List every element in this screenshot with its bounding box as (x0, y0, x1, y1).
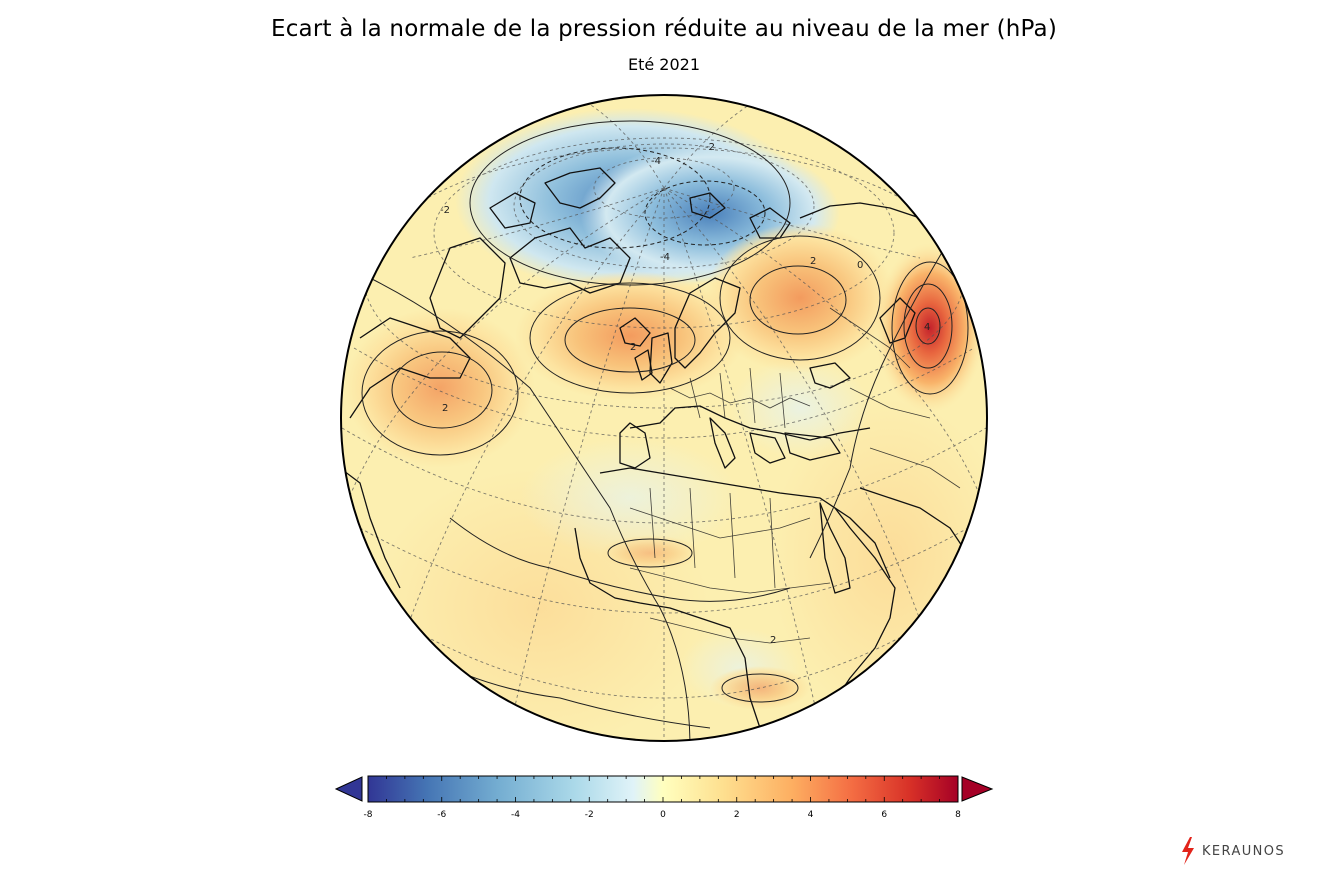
isoline-sahara (607, 538, 693, 568)
colorbar-tick-label: 8 (955, 810, 961, 820)
colorbar-tick-label: -6 (437, 810, 446, 820)
africa-west-coast (574, 527, 761, 729)
keraunos-logo: KERAUNOS (1180, 836, 1285, 866)
graticule (341, 97, 987, 741)
colorbar-tick-label: 6 (881, 810, 887, 820)
isoline-plus-4-asia (903, 283, 953, 369)
europe-south-coast (629, 405, 871, 441)
colorbar-tick-label: 4 (808, 810, 814, 820)
anomaly-globe-map: -4 -2 -4 -2 2 2 2 0 4 2 (340, 94, 988, 742)
black-sea-coast (809, 362, 851, 389)
colorbar-tick-label: -4 (511, 810, 520, 820)
great-britain-coast (649, 332, 673, 384)
isoline-minus-2 (469, 120, 791, 286)
colorbar-tick-label: 2 (734, 810, 740, 820)
contour-label: -4 (651, 156, 661, 167)
contour-label: 0 (857, 260, 863, 271)
isoline-minus-4-west (519, 147, 711, 249)
isoline-zero-asia (809, 207, 971, 559)
contour-label: 2 (770, 635, 776, 646)
globe-outline (340, 94, 988, 742)
map-title: Ecart à la normale de la pression réduit… (270, 16, 1058, 42)
isoline-southern-africa (721, 673, 799, 703)
contour-label: 2 (442, 403, 448, 414)
north-america-east-coast (349, 317, 471, 419)
colorbar: -8 -6 -4 -2 0 2 4 6 8 (334, 775, 994, 820)
contour-label: 2 (810, 256, 816, 267)
isoline-plus-1-west-atlantic (361, 330, 519, 456)
contour-labels: -4 -2 -4 -2 2 2 2 0 4 2 (440, 142, 930, 646)
novaya-zemlya-coast (749, 207, 791, 239)
contour-label: -4 (660, 252, 670, 263)
contour-label: -2 (705, 142, 715, 153)
map-subtitle: Eté 2021 (627, 55, 701, 74)
labrador-coast (429, 237, 506, 339)
isoline-plus-6-asia (915, 307, 941, 345)
scandinavia-coast (674, 277, 741, 369)
positive-anomaly-north-atlantic (515, 271, 745, 401)
red-sea-coast (819, 502, 851, 594)
north-america-south-coast (341, 467, 401, 589)
colorbar-tick-label: -8 (364, 810, 373, 820)
brand-name: KERAUNOS (1202, 843, 1286, 859)
baffin-coast (489, 192, 536, 229)
iberia-coast (619, 422, 651, 469)
isoline-zero-atlantic (369, 277, 691, 741)
isoline-plus-1-subtropics (449, 517, 791, 602)
colorbar-ticks (367, 776, 959, 802)
colorbar-tick-label: -2 (585, 810, 594, 820)
isoline-plus-2-asia (891, 261, 969, 395)
ireland-coast (634, 349, 653, 381)
lightning-bolt-icon (1182, 837, 1194, 865)
isoline-plus-1-atlantic (529, 282, 731, 394)
isoline-minus-4-east (644, 180, 766, 246)
italy-coast (709, 417, 736, 469)
svalbard-coast (689, 192, 726, 219)
country-borders (629, 307, 961, 644)
balkans-coast (749, 432, 786, 464)
colorbar-tick-labels: -8 -6 -4 -2 0 2 4 6 8 (364, 810, 962, 820)
colorbar-tick-label: 0 (660, 810, 666, 820)
contour-label: 4 (924, 322, 930, 333)
anatolia-coast (784, 432, 841, 461)
caspian-coast (879, 297, 916, 344)
near-zero-area (730, 358, 870, 458)
positive-anomaly-western-atlantic (345, 308, 535, 468)
africa-north-coast (599, 467, 891, 579)
greenland-coast (509, 227, 631, 294)
contour-label: -2 (440, 205, 450, 216)
middle-east-coast (859, 487, 971, 559)
contour-label: 2 (630, 342, 636, 353)
isoline-plus-1-russia (719, 235, 881, 361)
canadian-archipelago-coast (544, 167, 616, 209)
positive-anomaly-sahara (600, 535, 700, 571)
isoline-plus-2-atlantic (564, 307, 696, 373)
isoline-plus-2-russia (749, 265, 847, 335)
colorbar-max-extend-arrow (961, 776, 994, 802)
isoline-plus-2-west-atlantic (391, 351, 493, 429)
positive-anomaly-western-russia (705, 223, 895, 373)
coastlines (341, 167, 971, 734)
colorbar-min-extend-arrow (334, 776, 363, 802)
iceland-coast (619, 317, 651, 347)
